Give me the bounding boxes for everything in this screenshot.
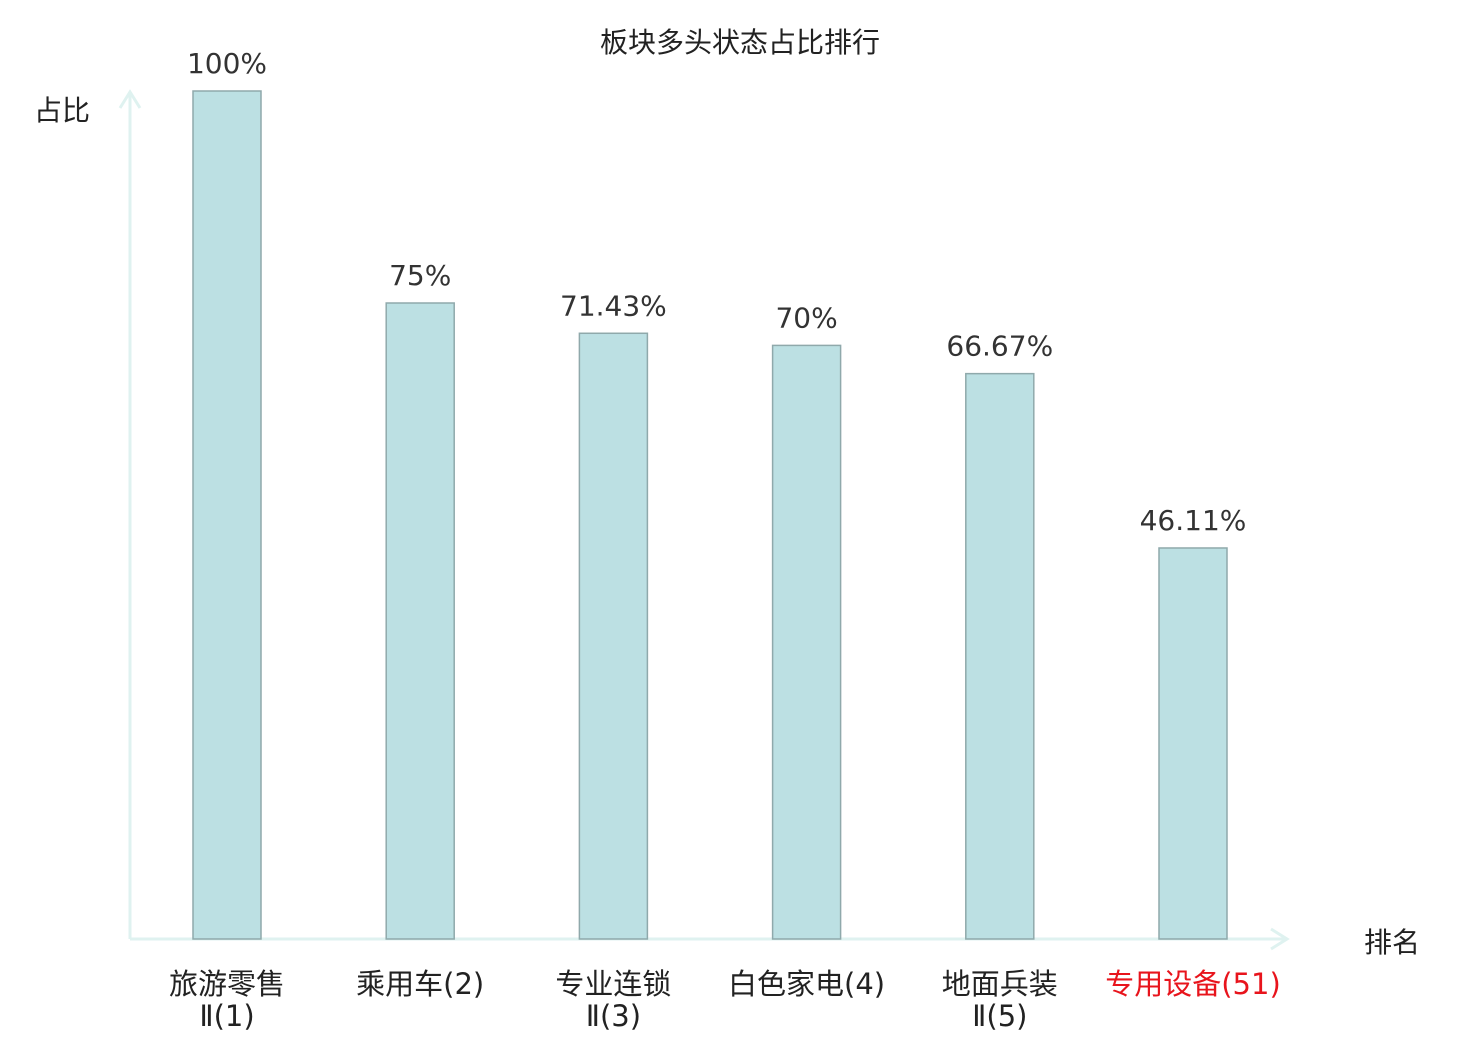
bar: [1158, 547, 1228, 940]
x-tick-label: Ⅱ(3): [586, 999, 641, 1033]
x-axis-arrow-icon: [1270, 927, 1290, 951]
bar: [385, 302, 455, 940]
y-axis-arrow-icon: [118, 89, 142, 109]
x-tick-label: 乘用车(2): [356, 967, 484, 1001]
x-tick-label: Ⅱ(1): [199, 999, 254, 1033]
axes: [118, 89, 1290, 951]
x-tick-label: 专业连锁: [555, 967, 671, 1001]
x-tick-label: 旅游零售: [169, 967, 285, 1001]
data-label: 100%: [187, 47, 267, 80]
x-axis-label: 排名: [1364, 926, 1420, 959]
data-label: 70%: [775, 301, 837, 334]
data-label: 66.67%: [946, 330, 1053, 363]
y-axis-label: 占比: [34, 94, 90, 127]
x-tick-label: 地面兵装: [942, 967, 1058, 1001]
data-label: 46.11%: [1140, 504, 1247, 537]
bar: [771, 344, 842, 940]
x-tick-label: 专用设备(51): [1105, 967, 1281, 1001]
data-label: 71.43%: [560, 289, 667, 322]
bar: [192, 90, 262, 940]
chart-title: 板块多头状态占比排行: [600, 26, 880, 59]
bar: [578, 332, 649, 940]
x-tick-label: Ⅱ(5): [972, 999, 1027, 1033]
data-label: 75%: [389, 259, 451, 292]
bar: [965, 372, 1035, 940]
x-tick-label: 白色家电(4): [728, 967, 885, 1001]
